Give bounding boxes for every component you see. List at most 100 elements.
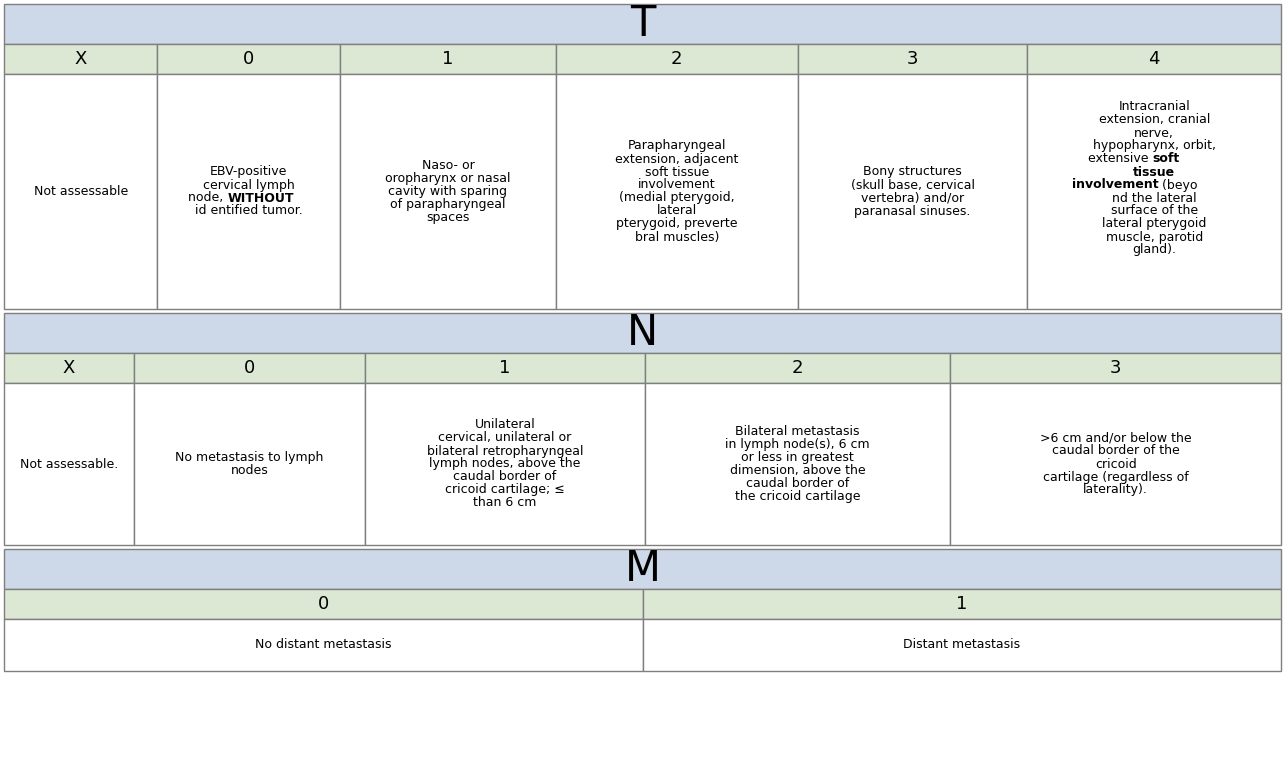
Text: cavity with sparing: cavity with sparing (388, 185, 508, 198)
Text: cartilage (regardless of: cartilage (regardless of (1043, 471, 1189, 483)
Text: caudal border of the: caudal border of the (1052, 444, 1180, 458)
Text: caudal border of: caudal border of (454, 471, 556, 483)
Text: cricoid cartilage; ≤: cricoid cartilage; ≤ (445, 483, 564, 496)
Bar (798, 74, 1028, 309)
Bar (556, 74, 798, 309)
Text: Not assessable.: Not assessable. (21, 458, 118, 471)
Text: hypopharynx, orbit,: hypopharynx, orbit, (1092, 139, 1216, 152)
Bar (4, 619, 642, 671)
Text: (skull base, cervical: (skull base, cervical (851, 179, 974, 192)
Bar (645, 353, 951, 383)
Bar (556, 44, 798, 74)
Text: Distant metastasis: Distant metastasis (903, 638, 1020, 652)
Text: 1: 1 (442, 50, 454, 68)
Text: in lymph node(s), 6 cm: in lymph node(s), 6 cm (726, 438, 870, 451)
Text: tissue: tissue (1133, 165, 1176, 179)
Text: 3: 3 (1110, 359, 1122, 377)
Text: EBV-positive: EBV-positive (209, 165, 288, 179)
Bar (645, 383, 951, 545)
Bar (1028, 74, 1281, 309)
Bar (951, 383, 1281, 545)
Bar (4, 353, 134, 383)
Bar (134, 383, 365, 545)
Bar (642, 619, 1281, 671)
Text: 2: 2 (792, 359, 803, 377)
Text: (medial pterygoid,: (medial pterygoid, (619, 192, 735, 205)
Text: id entified tumor.: id entified tumor. (195, 205, 302, 217)
Text: the cricoid cartilage: the cricoid cartilage (735, 490, 861, 503)
Bar (157, 74, 341, 309)
Text: bral muscles): bral muscles) (635, 230, 718, 243)
Text: caudal border of: caudal border of (747, 477, 849, 490)
Text: No distant metastasis: No distant metastasis (254, 638, 392, 652)
Text: 1: 1 (499, 359, 510, 377)
Text: Intracranial: Intracranial (1118, 100, 1190, 114)
Text: involvement: involvement (637, 179, 716, 192)
Text: oropharynx or nasal: oropharynx or nasal (386, 172, 510, 185)
Text: M: M (625, 548, 660, 590)
Bar (4, 74, 157, 309)
Text: laterality).: laterality). (1083, 483, 1149, 496)
Bar (1028, 44, 1281, 74)
Bar (4, 383, 134, 545)
Text: involvement: involvement (1072, 179, 1158, 192)
Text: node,: node, (189, 192, 227, 205)
Text: 0: 0 (243, 50, 254, 68)
Text: lymph nodes, above the: lymph nodes, above the (429, 458, 581, 471)
Text: 3: 3 (907, 50, 919, 68)
Text: 4: 4 (1149, 50, 1160, 68)
Text: surface of the: surface of the (1110, 205, 1198, 217)
Text: dimension, above the: dimension, above the (730, 464, 866, 477)
Text: spaces: spaces (427, 211, 469, 224)
Bar (4, 4, 1281, 44)
Text: soft tissue: soft tissue (645, 165, 709, 179)
Bar (4, 549, 1281, 589)
Bar (4, 313, 1281, 353)
Bar (951, 353, 1281, 383)
Text: N: N (627, 312, 658, 354)
Text: 1: 1 (956, 595, 968, 613)
Text: paranasal sinuses.: paranasal sinuses. (855, 205, 970, 217)
Text: lateral pterygoid: lateral pterygoid (1103, 217, 1207, 230)
Text: Not assessable: Not assessable (33, 185, 127, 198)
Text: extension, cranial: extension, cranial (1099, 114, 1210, 127)
Text: cricoid: cricoid (1095, 458, 1137, 471)
Text: 0: 0 (317, 595, 329, 613)
Text: cervical lymph: cervical lymph (203, 179, 294, 192)
Text: T: T (630, 3, 655, 45)
Bar (341, 44, 556, 74)
Text: extension, adjacent: extension, adjacent (616, 152, 739, 165)
Text: 0: 0 (244, 359, 254, 377)
Text: nd the lateral: nd the lateral (1112, 192, 1196, 205)
Text: than 6 cm: than 6 cm (473, 496, 536, 509)
Text: Bilateral metastasis: Bilateral metastasis (735, 425, 860, 438)
Bar (157, 44, 341, 74)
Text: vertebra) and/or: vertebra) and/or (861, 192, 964, 205)
Text: cervical, unilateral or: cervical, unilateral or (438, 431, 572, 444)
Bar (134, 353, 365, 383)
Text: extensive: extensive (1087, 152, 1153, 165)
Text: muscle, parotid: muscle, parotid (1105, 230, 1203, 243)
Text: X: X (75, 50, 87, 68)
Text: 2: 2 (671, 50, 682, 68)
Text: of parapharyngeal: of parapharyngeal (391, 198, 506, 211)
Text: pterygoid, preverte: pterygoid, preverte (616, 217, 738, 230)
Text: bilateral retropharyngeal: bilateral retropharyngeal (427, 444, 583, 458)
Text: lateral: lateral (657, 205, 696, 217)
Bar (798, 44, 1028, 74)
Text: Naso- or: Naso- or (421, 159, 474, 172)
Bar (365, 353, 645, 383)
Text: gland).: gland). (1132, 243, 1176, 257)
Text: Bony structures: Bony structures (864, 165, 962, 179)
Text: or less in greatest: or less in greatest (741, 451, 855, 464)
Text: Unilateral: Unilateral (474, 418, 535, 431)
Bar (642, 589, 1281, 619)
Text: >6 cm and/or below the: >6 cm and/or below the (1040, 431, 1191, 444)
Text: No metastasis to lymph: No metastasis to lymph (175, 451, 324, 464)
Bar (4, 44, 157, 74)
Bar (4, 589, 642, 619)
Text: WITHOUT: WITHOUT (227, 192, 294, 205)
Text: (beyo: (beyo (1158, 179, 1198, 192)
Text: soft: soft (1153, 152, 1180, 165)
Bar (341, 74, 556, 309)
